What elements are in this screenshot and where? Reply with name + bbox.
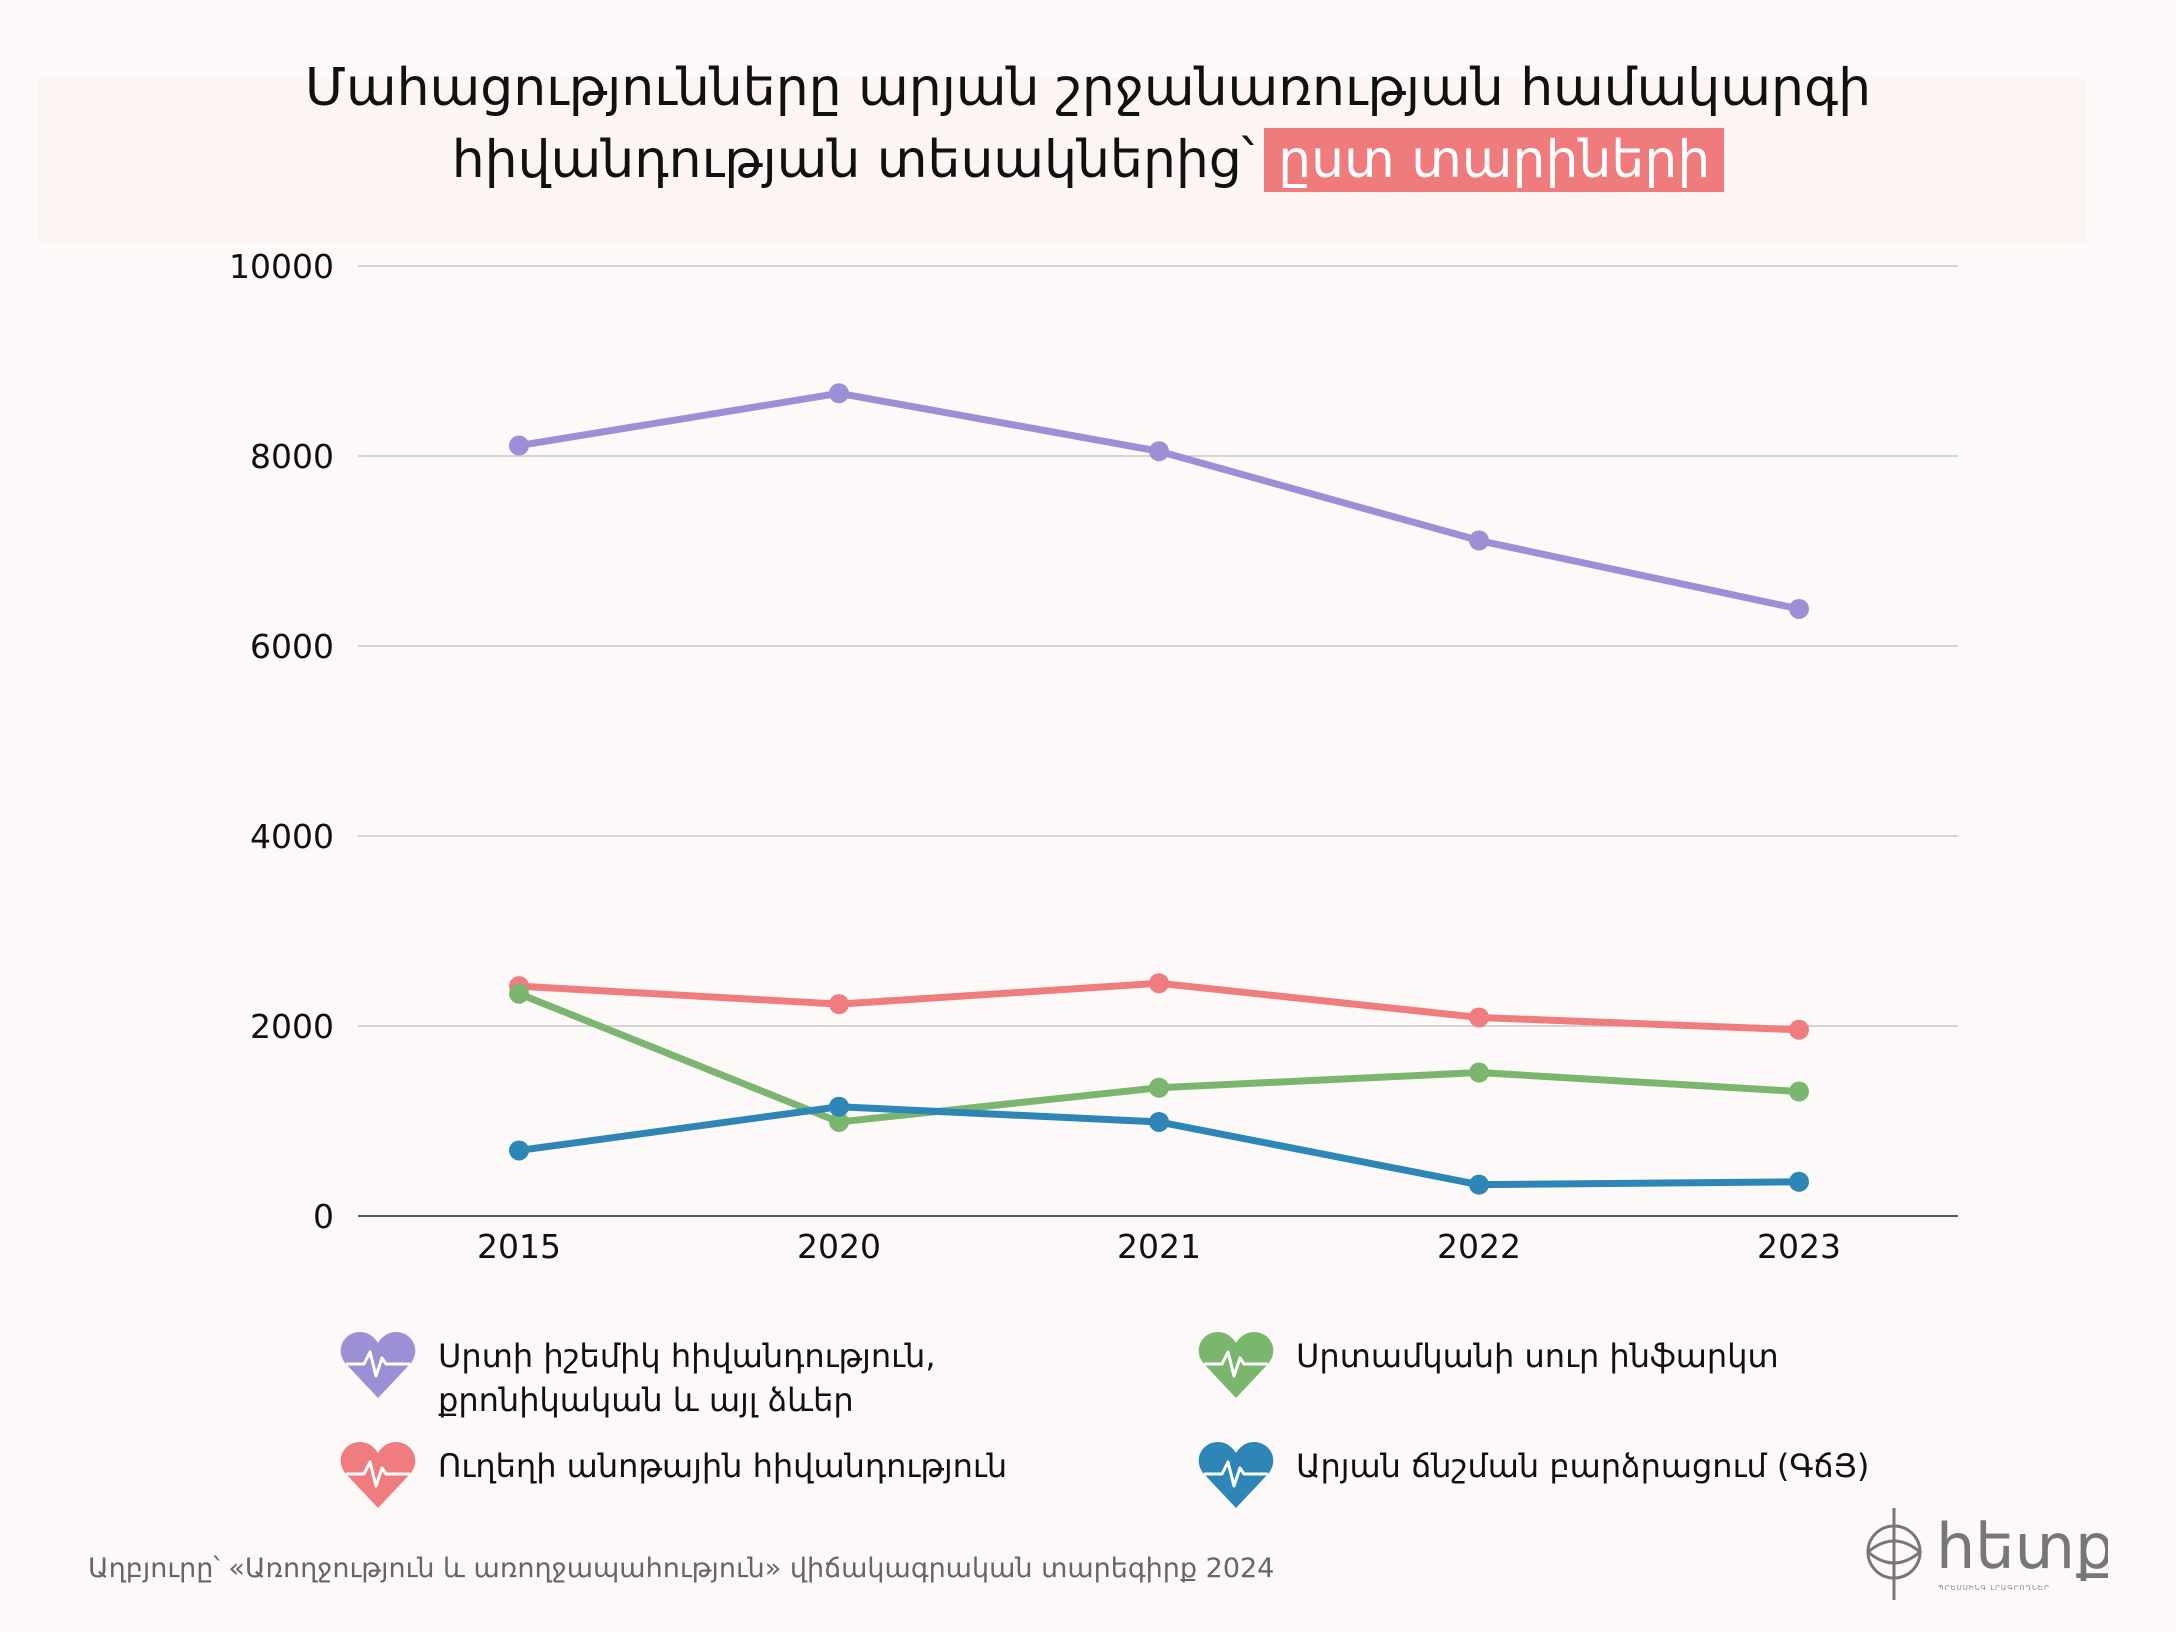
data-point	[1149, 1077, 1169, 1098]
legend-label: Սրտամկանի սուր ինֆարկտ	[1296, 1337, 1779, 1375]
data-point	[509, 1140, 529, 1161]
x-tick-label: 2023	[1757, 1227, 1841, 1266]
legend-item: Ուղեղի անոթային հիվանդություն	[340, 1440, 1007, 1510]
data-point	[1789, 1019, 1809, 1040]
legend-label: Սրտի իշեմիկ հիվանդություն, քրոնիկական և …	[438, 1337, 936, 1419]
y-tick-label: 2000	[250, 1007, 334, 1046]
x-tick-label: 2015	[477, 1227, 561, 1266]
data-point	[509, 983, 529, 1004]
data-point	[1469, 1062, 1489, 1083]
series-line-2	[515, 990, 1803, 1126]
data-point	[1789, 1081, 1809, 1102]
data-point	[1789, 598, 1809, 619]
heart-pulse-icon	[1198, 1442, 1274, 1508]
title-band	[38, 78, 2086, 244]
y-tick-label: 4000	[250, 817, 334, 856]
title-line-1: Մահացությունները արյան շրջանառության համ…	[304, 58, 1872, 118]
title-highlight: ըստ տարիների	[1264, 128, 1725, 192]
data-point	[1469, 530, 1489, 551]
data-point	[1789, 1171, 1809, 1192]
heart-pulse-icon	[1198, 1332, 1274, 1398]
heart-pulse-icon	[340, 1442, 416, 1508]
legend-label: Արյան ճնշման բարձրացում (ԳճՅ)	[1296, 1447, 1870, 1485]
x-tick-label: 2022	[1437, 1227, 1521, 1266]
title-line-2-text: հիվանդության տեսակներից՝	[451, 130, 1255, 190]
data-point	[1149, 973, 1169, 994]
y-tick-label: 6000	[250, 627, 334, 666]
data-point	[1469, 1007, 1489, 1028]
title-line-2: հիվանդության տեսակներից՝ ըստ տարիների	[0, 124, 2176, 196]
data-point	[1469, 1174, 1489, 1195]
y-tick-label: 8000	[250, 437, 334, 476]
source-note: Աղբյուրը՝ «Առողջություն և առողջապահությո…	[88, 1553, 1275, 1584]
legend-item: Սրտամկանի սուր ինֆարկտ	[1198, 1330, 1779, 1400]
data-point	[829, 1111, 849, 1132]
legend-item: Արյան ճնշման բարձրացում (ԳճՅ)	[1198, 1440, 1869, 1510]
x-tick-label: 2021	[1117, 1227, 1201, 1266]
y-tick-label: 10000	[229, 247, 334, 286]
logo-text: hետք	[1936, 1510, 2108, 1583]
legend: Սրտի իշեմիկ հիվանդություն, քրոնիկական և …	[340, 1330, 1940, 1530]
data-point	[829, 994, 849, 1015]
data-point	[1149, 1111, 1169, 1132]
series-line-0	[515, 389, 1803, 613]
data-point	[1149, 441, 1169, 462]
legend-item: Սրտի իշեմիկ հիվանդություն, քրոնիկական և …	[340, 1330, 936, 1422]
heart-pulse-icon	[340, 1332, 416, 1398]
logo-subtitle: ՊՐԵՍՍԻՆԳ ԼՐԱԳՐՈՂՆԵՐ	[1938, 1584, 2050, 1592]
x-tick-label: 2020	[797, 1227, 881, 1266]
data-point	[829, 383, 849, 404]
data-point	[509, 435, 529, 456]
chart-title: Մահացությունները արյան շրջանառության համ…	[0, 52, 2176, 196]
data-point	[829, 1096, 849, 1117]
publisher-logo: hետք ՊՐԵՍՍԻՆԳ ԼՐԱԳՐՈՂՆԵՐ	[1866, 1508, 2108, 1600]
y-tick-label: 0	[313, 1197, 334, 1236]
legend-label: Ուղեղի անոթային հիվանդություն	[438, 1447, 1008, 1485]
